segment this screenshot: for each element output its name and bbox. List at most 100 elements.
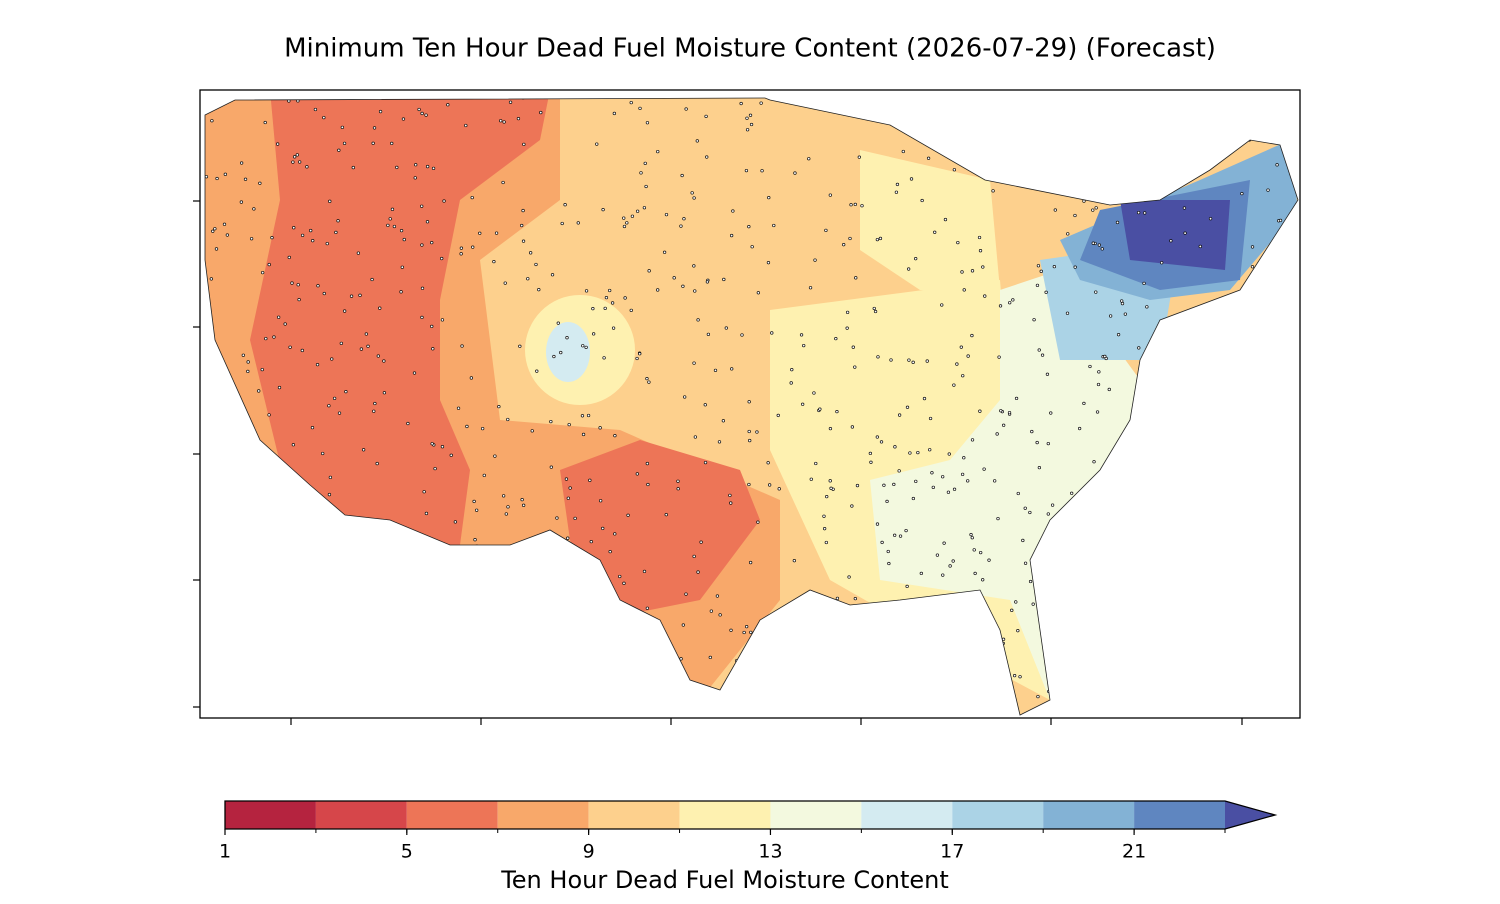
station: [1014, 396, 1019, 401]
station: [647, 269, 651, 273]
station: [680, 173, 684, 178]
station: [699, 540, 703, 544]
colorbar-label: Ten Hour Dead Fuel Moisture Content: [500, 866, 949, 894]
station: [1108, 314, 1113, 318]
station: [1036, 694, 1040, 699]
station: [976, 701, 980, 705]
station: [464, 123, 468, 128]
station: [638, 106, 642, 111]
station: [679, 224, 683, 228]
station: [370, 548, 374, 552]
station: [205, 469, 207, 473]
station: [499, 119, 503, 123]
station: [1190, 426, 1194, 430]
station: [1205, 662, 1209, 666]
station: [824, 540, 828, 545]
station: [1123, 507, 1128, 511]
station: [508, 100, 513, 104]
station: [550, 273, 555, 277]
station: [630, 214, 635, 218]
station: [781, 668, 786, 672]
station: [255, 548, 259, 552]
station: [456, 611, 460, 616]
station: [828, 427, 833, 431]
station: [760, 169, 764, 173]
station: [900, 665, 905, 669]
station: [581, 344, 585, 348]
station: [503, 281, 507, 285]
station: [647, 380, 651, 384]
station: [642, 569, 647, 574]
station: [938, 595, 942, 599]
station: [563, 559, 568, 563]
station: [292, 668, 297, 672]
station: [589, 539, 593, 544]
station: [1082, 401, 1086, 406]
station: [895, 182, 900, 187]
station: [424, 511, 429, 516]
station: [390, 141, 394, 146]
station: [1155, 120, 1159, 125]
station: [205, 398, 207, 402]
station: [584, 289, 589, 293]
station: [459, 246, 464, 250]
station: [1046, 512, 1050, 516]
station: [322, 115, 326, 120]
station: [378, 306, 382, 310]
station: [1236, 531, 1240, 535]
station: [386, 223, 390, 228]
station: [1100, 247, 1104, 251]
station: [1095, 410, 1100, 414]
station: [290, 281, 294, 285]
station: [742, 630, 746, 635]
colorbar-swatch: [315, 801, 407, 829]
station: [433, 466, 437, 471]
station: [1247, 629, 1251, 633]
station: [406, 421, 410, 426]
station: [928, 448, 932, 452]
station: [1148, 98, 1153, 99]
station: [1217, 106, 1222, 110]
station: [950, 614, 954, 619]
station: [578, 640, 582, 644]
station: [425, 541, 429, 545]
station: [1199, 515, 1204, 519]
station: [313, 107, 318, 112]
station: [215, 176, 219, 181]
station: [664, 212, 669, 217]
station: [567, 422, 571, 427]
station: [243, 611, 248, 615]
station: [997, 355, 1001, 359]
station: [615, 632, 619, 636]
station: [922, 396, 927, 401]
station: [612, 111, 616, 116]
station: [756, 291, 761, 295]
colorbar-tick-label: 1: [219, 841, 231, 863]
station: [962, 653, 966, 657]
station: [777, 487, 781, 491]
station: [1274, 617, 1278, 621]
station: [755, 430, 759, 434]
station: [960, 693, 964, 697]
station: [706, 704, 711, 708]
station: [506, 505, 510, 509]
station: [1049, 411, 1053, 415]
station: [613, 434, 617, 438]
station: [977, 700, 982, 705]
station: [524, 543, 528, 548]
station: [729, 233, 734, 238]
station: [219, 604, 223, 609]
station: [464, 689, 469, 693]
station: [1088, 364, 1092, 369]
station: [748, 560, 753, 565]
colorbar: 1 5 9 13 17 21: [219, 800, 1278, 863]
station: [633, 609, 637, 613]
station: [748, 113, 753, 117]
station: [650, 676, 654, 680]
station: [520, 498, 524, 502]
station: [370, 277, 374, 282]
station: [1182, 479, 1186, 484]
station: [1142, 281, 1146, 286]
station: [705, 155, 709, 159]
station: [1251, 697, 1255, 702]
